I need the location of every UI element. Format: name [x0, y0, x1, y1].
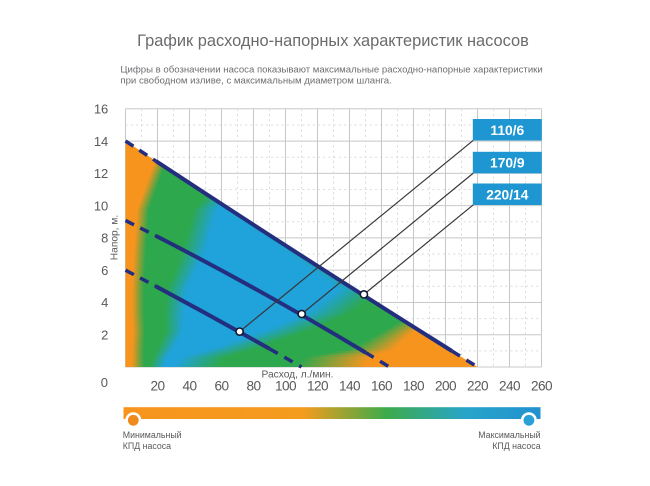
svg-text:Цифры в обозначении насоса пок: Цифры в обозначении насоса показывают ма… [120, 65, 542, 76]
svg-text:4: 4 [101, 295, 108, 310]
svg-text:220/14: 220/14 [486, 187, 529, 202]
svg-text:Напор, м.: Напор, м. [110, 215, 121, 260]
svg-text:110/6: 110/6 [490, 123, 524, 138]
svg-text:16: 16 [94, 102, 108, 117]
svg-text:80: 80 [247, 379, 262, 394]
svg-text:160: 160 [371, 379, 393, 394]
svg-text:6: 6 [101, 263, 108, 278]
svg-text:220: 220 [467, 379, 489, 394]
svg-text:График расходно-напорных харак: График расходно-напорных характеристик н… [137, 32, 529, 50]
svg-text:10: 10 [94, 198, 108, 213]
svg-text:8: 8 [101, 231, 108, 246]
svg-text:60: 60 [215, 379, 230, 394]
svg-text:0: 0 [101, 375, 108, 390]
svg-text:120: 120 [307, 379, 329, 394]
svg-text:12: 12 [94, 166, 108, 181]
svg-text:КПД насоса: КПД насоса [123, 441, 171, 451]
svg-text:100: 100 [275, 379, 297, 394]
svg-text:2: 2 [101, 328, 108, 343]
svg-text:240: 240 [499, 379, 521, 394]
svg-text:при свободном изливе, с максим: при свободном изливе, с максимальным диа… [120, 75, 391, 86]
svg-text:140: 140 [339, 379, 361, 394]
svg-text:200: 200 [435, 379, 457, 394]
svg-text:260: 260 [531, 379, 553, 394]
svg-text:20: 20 [151, 379, 166, 394]
svg-text:14: 14 [94, 134, 108, 149]
svg-text:Минимальный: Минимальный [123, 430, 182, 440]
svg-text:Расход, л./мин.: Расход, л./мин. [262, 370, 334, 381]
svg-text:40: 40 [183, 379, 198, 394]
svg-text:170/9: 170/9 [490, 156, 525, 171]
svg-text:180: 180 [403, 379, 425, 394]
svg-text:КПД насоса: КПД насоса [492, 441, 540, 451]
svg-text:Максимальный: Максимальный [478, 430, 540, 440]
